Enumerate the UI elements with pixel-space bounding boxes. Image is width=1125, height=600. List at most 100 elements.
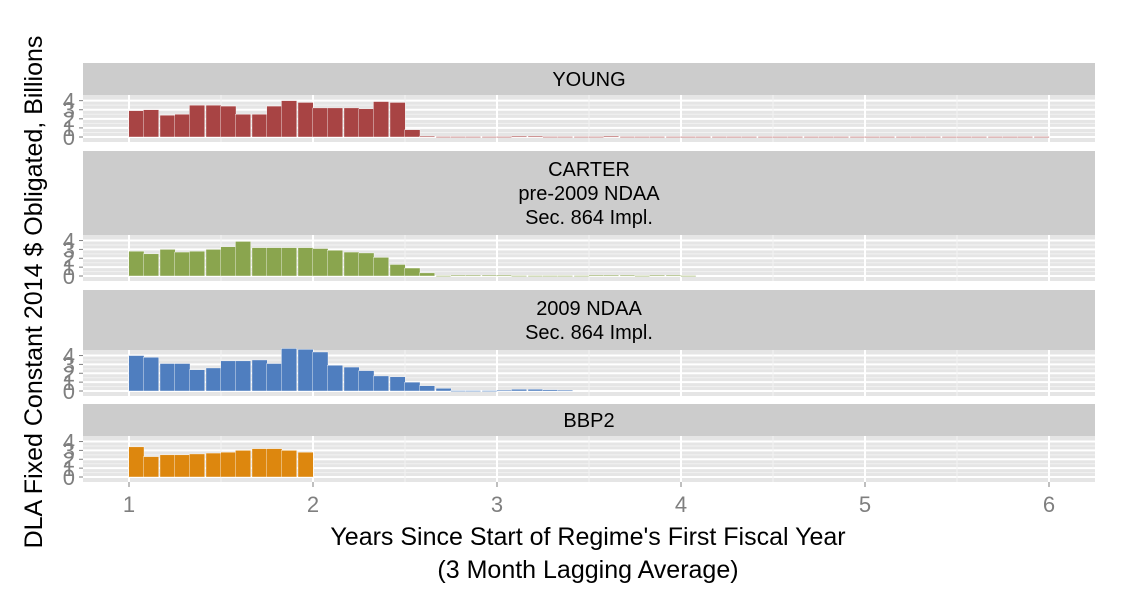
bar — [465, 136, 481, 138]
bar — [527, 275, 544, 277]
facet-strip — [83, 63, 1095, 95]
bar — [787, 136, 803, 138]
bar — [266, 448, 283, 478]
bar — [281, 100, 297, 138]
bar — [573, 275, 590, 277]
facet-strip-label: BBP2 — [563, 410, 614, 432]
bar — [588, 274, 605, 277]
y-tick-label: 2 — [63, 361, 75, 386]
bar — [128, 110, 145, 138]
y-tick-label: 4 — [63, 89, 75, 114]
bar — [220, 105, 237, 138]
y-tick-label: 2 — [63, 246, 75, 271]
bar — [941, 136, 958, 138]
y-tick-label: 3 — [63, 98, 75, 123]
bar — [711, 136, 728, 138]
bar — [174, 251, 191, 277]
bar — [542, 389, 559, 392]
bar — [143, 253, 159, 277]
y-tick-label: 1 — [63, 116, 75, 141]
bar — [373, 375, 389, 392]
bar — [312, 248, 329, 277]
bar — [327, 365, 343, 392]
bar — [557, 275, 573, 277]
bar — [189, 104, 205, 138]
bar — [235, 241, 251, 277]
bar — [849, 136, 866, 138]
bar — [358, 108, 375, 138]
bar — [1002, 136, 1019, 138]
bar — [496, 389, 513, 392]
bar — [557, 136, 573, 138]
bar — [297, 102, 314, 138]
bar — [481, 390, 498, 392]
bar — [956, 136, 973, 138]
bar — [695, 136, 711, 138]
bar — [527, 389, 544, 392]
bar — [159, 363, 176, 392]
bar — [281, 247, 297, 277]
bar — [205, 367, 222, 392]
bar — [542, 136, 559, 138]
y-tick-label: 2 — [63, 447, 75, 472]
y-tick-label: 4 — [63, 430, 75, 455]
bar — [665, 136, 682, 138]
x-axis-ticks: 1 2 3 4 5 6 — [123, 482, 1055, 517]
bar — [327, 107, 343, 138]
bar — [404, 381, 421, 392]
x-tick-label: 4 — [675, 492, 687, 517]
bar — [772, 136, 789, 138]
bar — [297, 247, 314, 277]
bar — [435, 388, 452, 392]
bar — [143, 357, 159, 392]
bar — [220, 360, 237, 392]
bar — [910, 136, 927, 138]
bar — [895, 136, 912, 138]
bar — [343, 251, 360, 277]
bar — [266, 363, 283, 392]
bar — [235, 360, 251, 392]
facet-strip-label: Sec. 864 Impl. — [525, 207, 653, 229]
bar — [603, 135, 619, 138]
bar — [159, 114, 176, 138]
bar — [128, 355, 145, 392]
bar — [404, 129, 421, 138]
facet-strip — [83, 404, 1095, 436]
bar — [833, 136, 849, 138]
bar — [757, 136, 774, 138]
bar — [879, 136, 895, 138]
bar — [741, 136, 757, 138]
bar — [159, 454, 176, 478]
x-tick-label: 3 — [491, 492, 503, 517]
bar — [373, 257, 389, 277]
y-tick-label: 2 — [63, 107, 75, 132]
bar — [297, 349, 314, 392]
x-tick-label: 5 — [859, 492, 871, 517]
bar — [1017, 136, 1033, 138]
bar — [634, 275, 651, 277]
bar — [450, 136, 467, 138]
bar — [496, 274, 513, 277]
bar — [649, 136, 665, 138]
bar — [450, 274, 467, 277]
bar — [189, 453, 205, 478]
bar — [680, 275, 697, 277]
bar — [987, 136, 1004, 138]
bar — [588, 136, 605, 138]
x-tick-label: 1 — [123, 492, 135, 517]
bar — [511, 135, 527, 138]
x-axis-title-line2: (3 Month Lagging Average) — [437, 556, 738, 584]
y-tick-label: 1 — [63, 456, 75, 481]
bar — [971, 136, 987, 138]
bar — [465, 390, 481, 392]
bar — [297, 451, 314, 478]
bar — [327, 250, 343, 277]
bar — [220, 451, 237, 478]
bar — [205, 104, 222, 138]
bar — [481, 274, 498, 277]
bar — [527, 135, 544, 138]
bar — [235, 450, 251, 478]
bar — [864, 136, 881, 138]
